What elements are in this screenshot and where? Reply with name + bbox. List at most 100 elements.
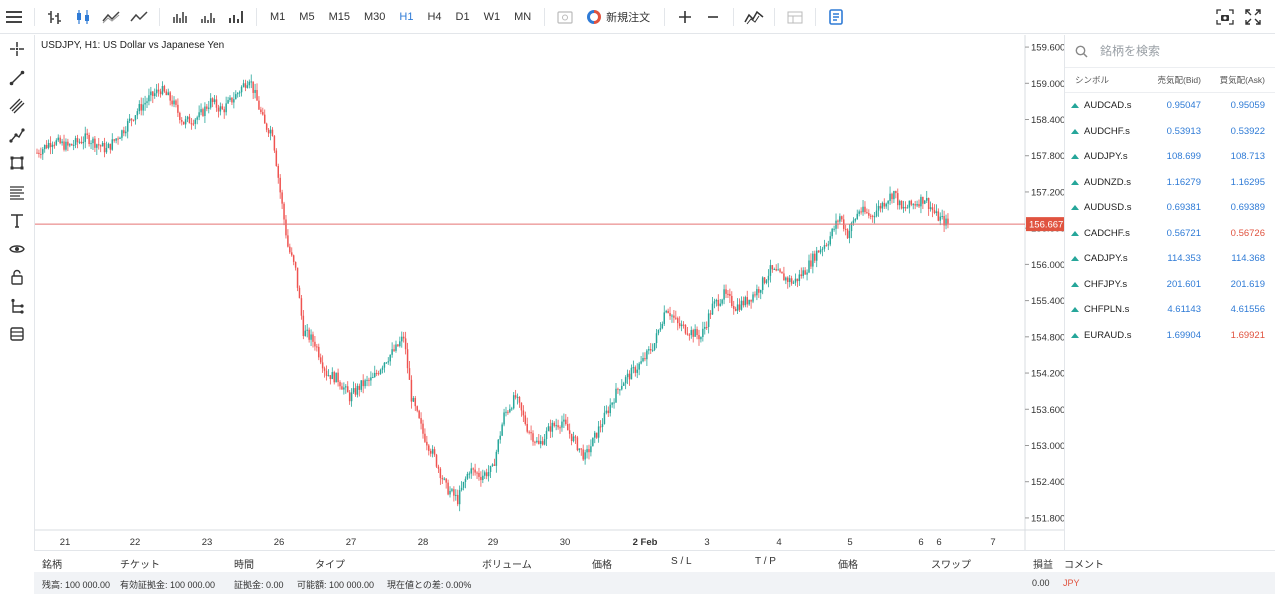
candle-body: [468, 473, 471, 475]
timeframe-m30[interactable]: M30: [363, 10, 386, 23]
orders-column-header[interactable]: スワップ: [931, 560, 971, 571]
candle-body: [368, 379, 370, 381]
candle-body: [931, 207, 934, 211]
ask-column-header[interactable]: 買気配(Ask): [1219, 75, 1265, 85]
polyline-icon[interactable]: [0, 121, 34, 150]
watchlist-row[interactable]: CADJPY.s 114.353 114.368: [1065, 246, 1275, 272]
rectangle-shape-icon[interactable]: [0, 149, 34, 178]
orders-column-header[interactable]: コメント: [1064, 560, 1104, 571]
zoom-out-icon[interactable]: [699, 0, 727, 34]
watchlist-row[interactable]: CHFJPY.s 201.601 201.619: [1065, 272, 1275, 298]
candlestick-chart-type-icon[interactable]: [69, 0, 97, 34]
candle-body: [698, 335, 700, 340]
watchlist-row[interactable]: CADCHF.s 0.56721 0.56726: [1065, 221, 1275, 247]
timeframe-mn[interactable]: MN: [514, 10, 532, 23]
price-chart[interactable]: 159.600 159.000 158.400 157.800 157.200 156.6…: [34, 35, 1065, 550]
toolbar-divider: [664, 7, 666, 26]
candle-body: [76, 138, 79, 143]
watchlist-row[interactable]: CHFPLN.s 4.61143 4.61556: [1065, 297, 1275, 323]
candle-body: [545, 430, 548, 440]
orders-column-header[interactable]: チケット: [120, 560, 160, 571]
symbol-cell: CADJPY.s: [1065, 253, 1139, 264]
candle-body: [221, 106, 224, 110]
candle-body: [260, 109, 262, 113]
new-order-button[interactable]: 新規注文: [579, 0, 658, 34]
candle-body: [362, 380, 364, 387]
candle-body: [208, 107, 210, 109]
candle-body: [831, 228, 833, 237]
candle-body: [171, 100, 173, 105]
timeframe-w1[interactable]: W1: [483, 10, 501, 23]
menu-icon[interactable]: [0, 0, 28, 34]
watchlist-header: シンボル 売気配(Bid) 買気配(Ask): [1065, 68, 1275, 93]
area-chart-type-icon[interactable]: [125, 0, 153, 34]
timeframe-h4[interactable]: H4: [427, 10, 442, 23]
candle-body: [321, 362, 324, 369]
templates-icon[interactable]: [781, 0, 809, 34]
watchlist-row[interactable]: AUDJPY.s 108.699 108.713: [1065, 144, 1275, 170]
watchlist-row[interactable]: AUDCAD.s 0.95047 0.95059: [1065, 93, 1275, 119]
zoom-in-icon[interactable]: [671, 0, 699, 34]
fullscreen-icon[interactable]: [1239, 0, 1267, 34]
watchlist-row[interactable]: EURAUD.s 1.69904 1.69921: [1065, 323, 1275, 349]
symbol-name: AUDCAD.s: [1084, 100, 1132, 112]
watchlist-row[interactable]: AUDCHF.s 0.53913 0.53922: [1065, 119, 1275, 145]
candle-body: [296, 267, 299, 288]
orders-column-header[interactable]: ボリューム: [482, 560, 532, 571]
chart-canvas[interactable]: 159.600 159.000 158.400 157.800 157.200 156.6…: [35, 35, 1065, 550]
candle-body: [352, 388, 355, 393]
timeframe-m5[interactable]: M5: [299, 10, 315, 23]
lock-icon[interactable]: [0, 263, 34, 292]
orders-column-header[interactable]: 損益: [1033, 560, 1053, 571]
candle-body: [601, 423, 604, 427]
orders-column-header[interactable]: 価格: [838, 560, 858, 571]
crosshair-icon[interactable]: [0, 35, 34, 64]
candle-body: [227, 100, 229, 104]
candle-body: [341, 386, 343, 390]
trend-line-icon[interactable]: [0, 64, 34, 93]
timeframe-d1[interactable]: D1: [455, 10, 470, 23]
toolbar-divider: [34, 7, 35, 26]
visibility-eye-icon[interactable]: [0, 235, 34, 264]
orders-column-header[interactable]: 時間: [234, 560, 254, 571]
line-chart-type-icon[interactable]: [97, 0, 125, 34]
timeframe-m1[interactable]: M1: [270, 10, 286, 23]
candle-body: [456, 494, 459, 505]
timeframe-m15[interactable]: M15: [328, 10, 350, 23]
indicators-icon[interactable]: [740, 0, 768, 34]
symbol-column-header[interactable]: シンボル: [1075, 75, 1110, 85]
candle-body: [619, 389, 621, 391]
candle-body: [877, 205, 880, 211]
candle-body: [404, 338, 407, 350]
tick-volume-icon[interactable]: [194, 0, 222, 34]
screenshot-icon[interactable]: [551, 0, 579, 34]
search-input[interactable]: [1100, 44, 1250, 58]
text-tool-icon[interactable]: [0, 206, 34, 235]
orders-column-header[interactable]: T / P: [755, 556, 776, 567]
candle-body: [381, 367, 384, 370]
delete-drawings-icon[interactable]: [0, 320, 34, 349]
bar-chart-type-icon[interactable]: [41, 0, 69, 34]
orders-column-header[interactable]: タイプ: [315, 560, 345, 571]
symbol-name: EURAUD.s: [1084, 329, 1132, 341]
object-tree-icon[interactable]: [0, 292, 34, 321]
volume-bars-icon[interactable]: [166, 0, 194, 34]
orders-column-header[interactable]: S / L: [671, 556, 692, 567]
bid-column-header[interactable]: 売気配(Bid): [1157, 75, 1201, 85]
candle-body: [88, 134, 90, 145]
candle-body: [47, 143, 50, 149]
candle-body: [669, 313, 671, 317]
orders-column-header[interactable]: 銘柄: [42, 560, 62, 571]
candle-body: [148, 95, 150, 102]
parallel-channel-icon[interactable]: [0, 92, 34, 121]
document-icon[interactable]: [822, 0, 850, 34]
camera-snapshot-icon[interactable]: [1211, 0, 1239, 34]
timeframe-h1[interactable]: H1: [399, 10, 414, 23]
candle-body: [291, 252, 293, 256]
orders-column-header[interactable]: 価格: [592, 560, 612, 571]
indicator-bars-icon[interactable]: [222, 0, 250, 34]
watchlist-row[interactable]: AUDUSD.s 0.69381 0.69389: [1065, 195, 1275, 221]
watchlist-row[interactable]: AUDNZD.s 1.16279 1.16295: [1065, 170, 1275, 196]
fibonacci-icon[interactable]: [0, 178, 34, 207]
candle-body: [628, 373, 631, 380]
